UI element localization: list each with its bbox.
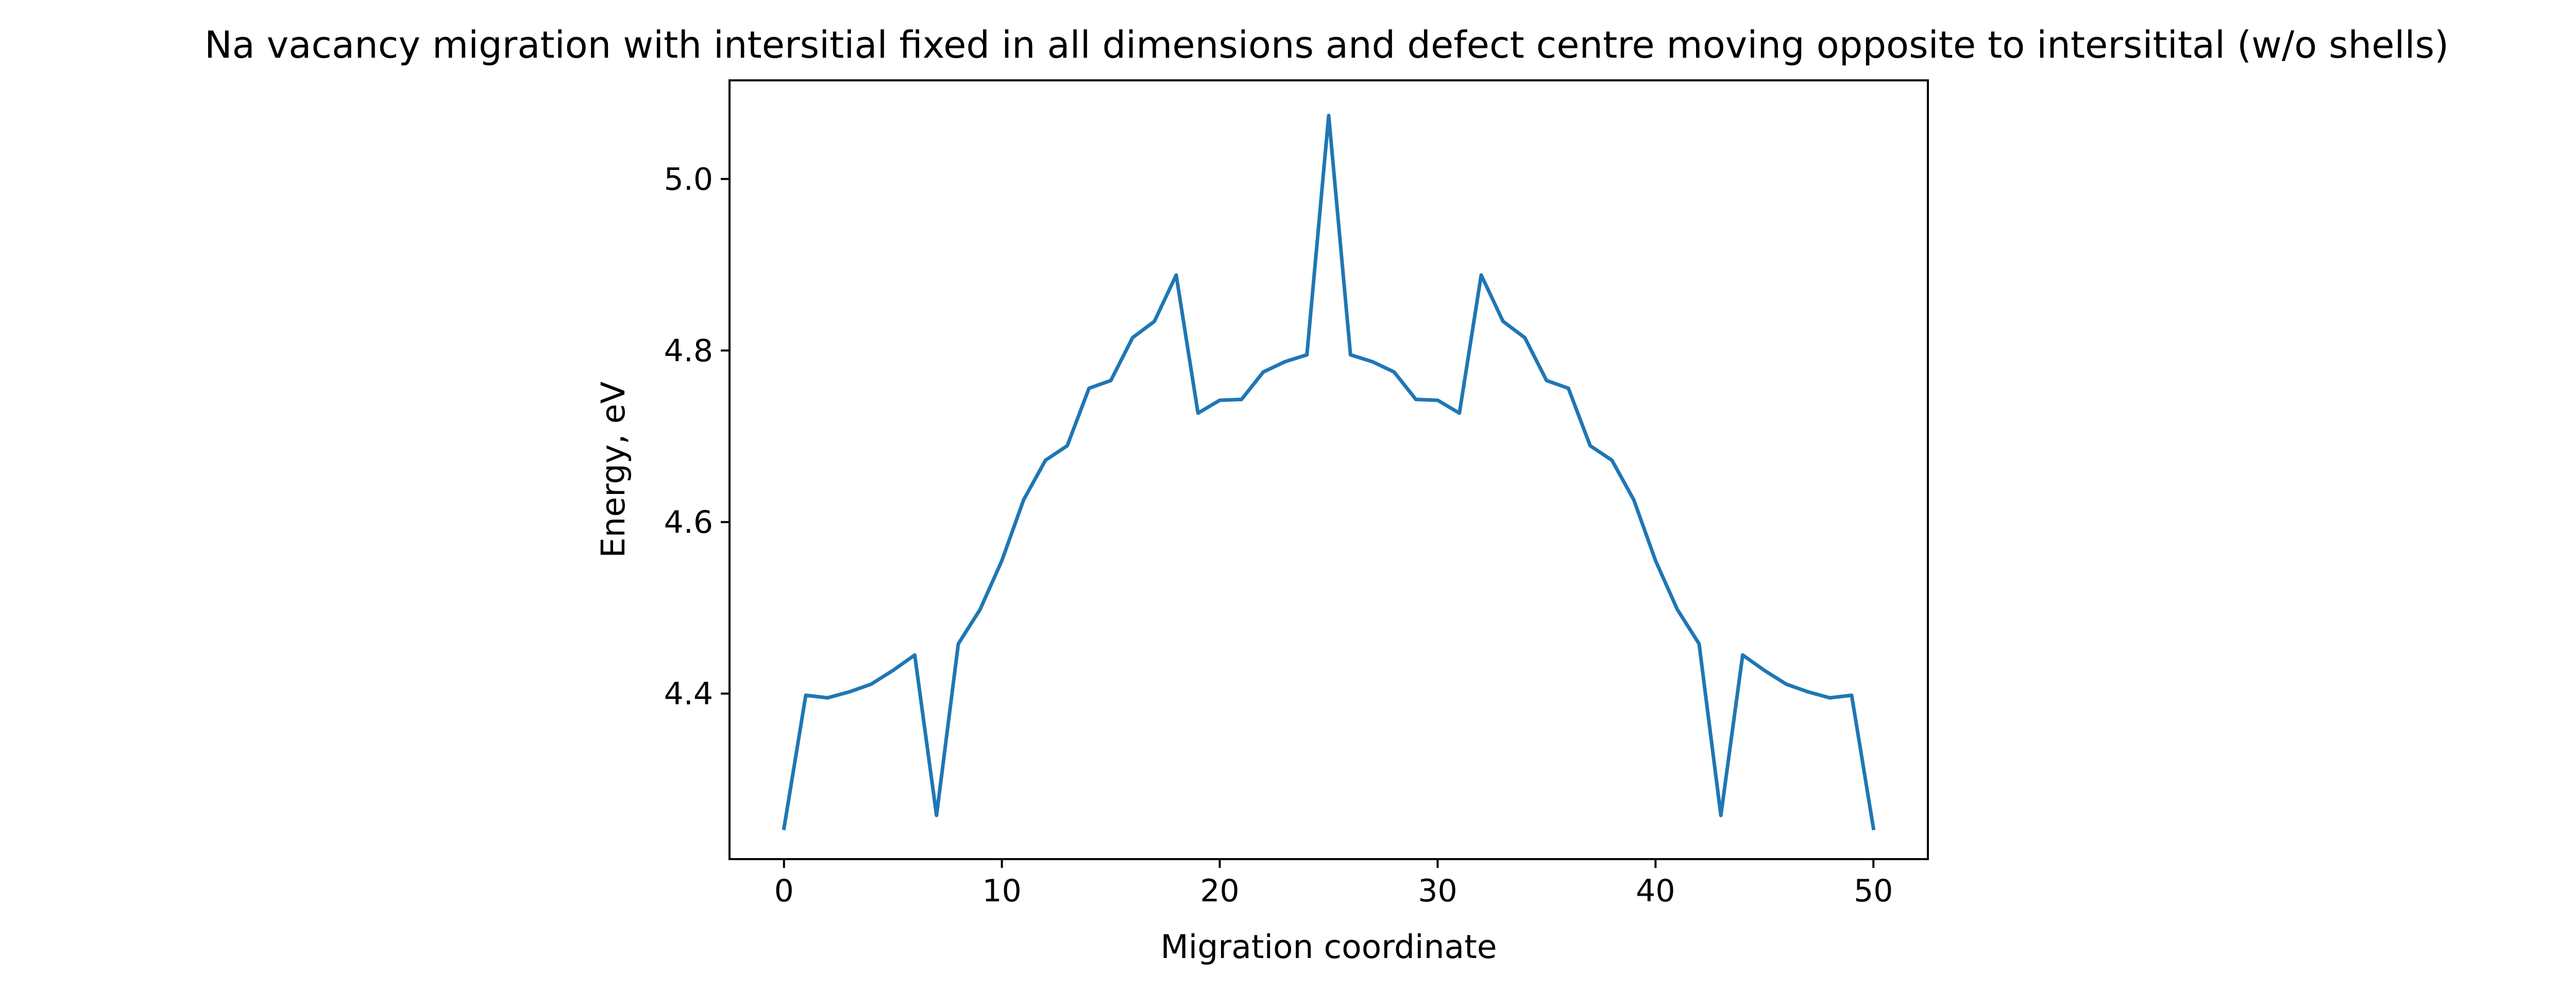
y-axis-label: Energy, eV	[595, 382, 632, 558]
plot-frame	[728, 79, 1929, 860]
x-axis-label: Migration coordinate	[1160, 928, 1497, 966]
series-line-0	[782, 113, 1876, 831]
x-tick-label: 0	[774, 873, 794, 909]
y-tick-label: 4.8	[664, 333, 713, 369]
x-tick-label: 20	[1200, 873, 1239, 909]
x-tick-label: 10	[982, 873, 1021, 909]
x-tick-label: 50	[1854, 873, 1893, 909]
axis-ticks: 0 10 20 30 40 50 4.4 4.6 4.8 5.0	[664, 161, 1893, 909]
y-tick-label: 4.4	[664, 676, 713, 712]
x-tick-label: 40	[1636, 873, 1675, 909]
x-tick-label: 30	[1418, 873, 1457, 909]
chart-title: Na vacancy migration with intersitial fi…	[205, 23, 2449, 66]
y-tick-label: 5.0	[664, 161, 713, 197]
plot-area	[782, 113, 1876, 831]
y-tick-label: 4.6	[664, 505, 713, 541]
